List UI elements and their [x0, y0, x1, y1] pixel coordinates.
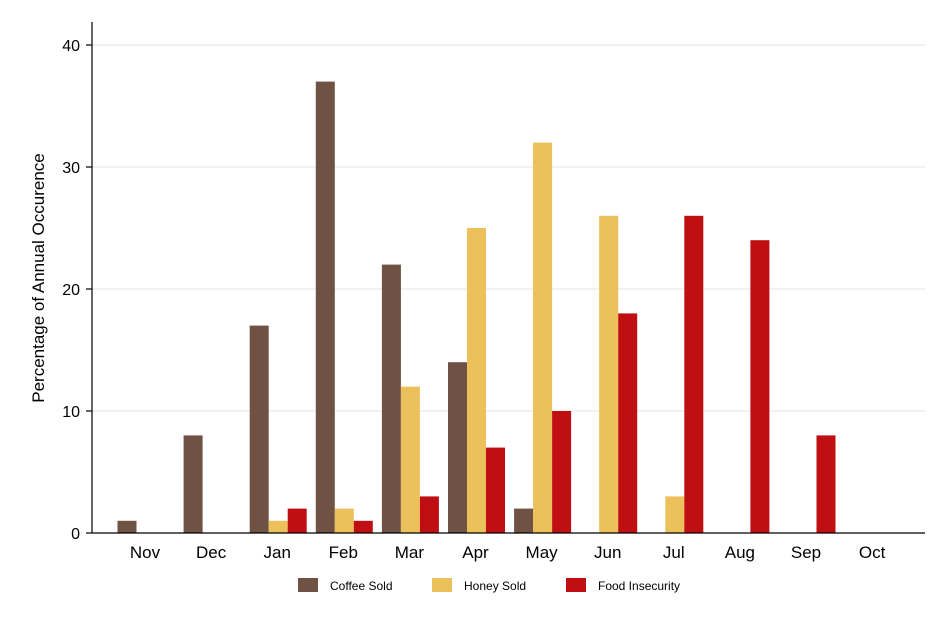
bar — [183, 435, 203, 533]
y-tick-label: 0 — [71, 526, 80, 543]
x-tick-label: Jun — [594, 543, 621, 562]
legend-swatch — [298, 578, 318, 592]
bar — [334, 508, 354, 533]
x-tick-label: Apr — [462, 543, 489, 562]
bar — [268, 520, 288, 533]
x-tick-label: Mar — [395, 543, 425, 562]
y-tick-label: 30 — [62, 160, 80, 177]
legend: Coffee Sold Honey Sold Food Insecurity — [298, 578, 680, 593]
bar — [599, 215, 619, 534]
x-tick-label: Jan — [263, 543, 290, 562]
bar — [117, 520, 137, 533]
bar — [287, 508, 307, 533]
x-tick-label: Dec — [196, 543, 227, 562]
x-tick-label: Nov — [130, 543, 161, 562]
legend-swatch — [432, 578, 452, 592]
bar — [467, 228, 486, 533]
bar — [419, 496, 439, 533]
x-tick-label: Sep — [791, 543, 821, 562]
bar — [448, 362, 467, 533]
bar — [750, 240, 770, 533]
x-tick-label: Jul — [663, 543, 685, 562]
x-tick-label: Feb — [329, 543, 358, 562]
bar — [486, 447, 505, 533]
bar — [816, 435, 836, 533]
y-tick-label: 20 — [62, 282, 80, 299]
bar — [514, 508, 534, 533]
legend-label: Coffee Sold — [330, 579, 393, 593]
y-axis-title: Percentage of Annual Occurence — [29, 153, 48, 403]
y-axis-ticks: 0 10 20 30 40 — [62, 38, 92, 543]
gridlines — [92, 44, 925, 412]
bar — [665, 496, 685, 533]
bar — [533, 142, 553, 533]
bar — [684, 215, 704, 534]
bar — [315, 81, 335, 533]
x-tick-label: Aug — [725, 543, 755, 562]
legend-label: Food Insecurity — [598, 579, 680, 593]
x-tick-label: Oct — [859, 543, 886, 562]
legend-label: Honey Sold — [464, 579, 526, 593]
bars-group — [117, 81, 836, 534]
bar — [552, 411, 572, 533]
y-tick-label: 40 — [62, 38, 80, 55]
bar — [400, 386, 420, 533]
legend-swatch — [566, 578, 586, 592]
bar — [353, 520, 373, 533]
x-axis-ticks: Nov Dec Jan Feb Mar Apr May Jun Jul Aug Sep Oct — [130, 543, 886, 562]
x-tick-label: May — [526, 543, 559, 562]
bar — [381, 264, 401, 533]
bar — [618, 313, 638, 533]
bar — [249, 325, 269, 533]
y-tick-label: 10 — [62, 404, 80, 421]
